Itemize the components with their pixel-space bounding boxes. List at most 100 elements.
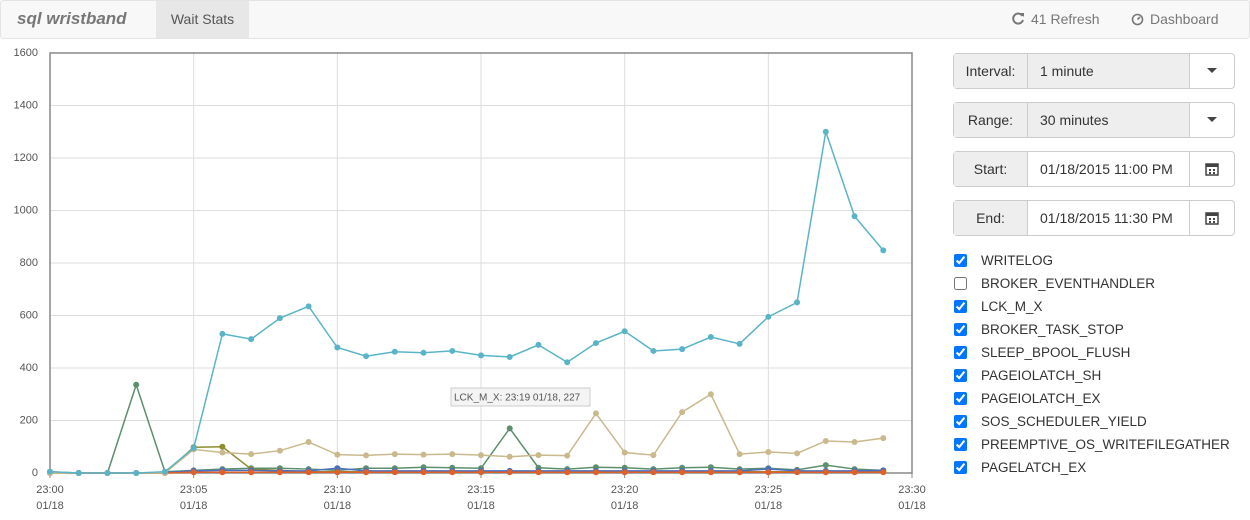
checkbox-row: PAGEIOLATCH_EX [953,388,1243,408]
data-point [334,344,341,351]
calendar-button[interactable] [1189,201,1234,235]
data-point [75,470,82,476]
input-group: Start: 01/18/2015 11:00 PM [953,151,1235,187]
dropdown-button[interactable] [1189,103,1234,137]
dropdown-button[interactable] [1189,54,1234,88]
nav-tab[interactable]: Wait Stats [156,1,249,38]
y-tick-label: 800 [20,257,38,269]
checkbox-label: PAGEIOLATCH_EX [981,390,1101,406]
refresh-button[interactable]: 41 Refresh [1031,11,1100,27]
checkbox[interactable] [954,276,967,290]
input-value[interactable]: 01/18/2015 11:30 PM [1040,210,1173,226]
x-tick-label: 23:05 [180,484,208,496]
dashboard-link[interactable]: Dashboard [1150,11,1219,27]
y-tick-label: 1200 [14,152,38,164]
data-point [133,470,140,476]
data-point [592,469,599,476]
data-point [592,410,599,417]
checkbox-row: PAGEIOLATCH_SH [953,365,1243,385]
data-point [305,469,312,476]
data-point [880,435,887,442]
brand[interactable]: sql wristband [17,9,127,28]
data-point [219,469,226,476]
data-point [276,315,283,322]
x-tick-date: 01/18 [36,500,64,512]
data-point [707,391,714,398]
data-point [363,452,370,459]
data-point [305,439,312,446]
data-point [248,336,255,343]
data-point [794,299,801,306]
checkbox-label: SLEEP_BPOOL_FLUSH [981,344,1131,360]
data-point [564,469,571,476]
checkbox-label: SOS_SCHEDULER_YIELD [981,413,1147,429]
checkbox[interactable] [954,460,967,474]
data-point [880,247,887,254]
input-value[interactable]: 01/18/2015 11:00 PM [1040,161,1173,177]
data-point [851,469,858,476]
x-tick-date: 01/18 [324,500,352,512]
data-point [190,469,197,476]
y-tick-label: 1400 [14,99,38,111]
x-tick-label: 23:20 [611,484,639,496]
x-tick-label: 23:25 [755,484,783,496]
data-point [449,469,456,476]
data-point [478,452,484,459]
data-point [851,213,858,220]
data-point [391,451,398,458]
checkbox-row: BROKER_EVENTHANDLER [953,273,1243,293]
input-label: Interval: [954,54,1028,88]
data-point [736,469,743,476]
dashboard-icon [1131,13,1144,26]
data-point [391,348,398,355]
data-point [276,469,283,476]
data-point [736,340,743,347]
checkbox-label: PAGEIOLATCH_SH [981,367,1102,383]
data-point [880,469,887,476]
data-point [420,349,427,356]
input-group: End: 01/18/2015 11:30 PM [953,200,1235,236]
checkbox[interactable] [954,368,967,382]
checkbox-row: BROKER_TASK_STOP [953,319,1243,339]
data-point [535,341,542,348]
data-point [535,452,542,459]
checkbox[interactable] [954,322,967,336]
data-point [650,469,657,476]
checkbox[interactable] [954,345,967,359]
x-tick-label: 23:30 [898,484,926,496]
checkbox[interactable] [954,391,967,405]
data-point [621,469,628,476]
calendar-button[interactable] [1189,152,1234,186]
data-point [391,469,398,476]
data-point [822,469,829,476]
data-point [621,328,628,335]
checkbox[interactable] [954,253,967,267]
data-point [650,452,657,459]
x-tick-date: 01/18 [611,500,639,512]
checkbox[interactable] [954,414,967,428]
data-point [506,453,513,460]
data-point [621,449,628,456]
data-point [506,425,513,432]
data-point [161,468,168,475]
y-tick-label: 1000 [14,204,38,216]
caret [1207,117,1217,122]
x-tick-date: 01/18 [467,500,495,512]
checkbox[interactable] [954,299,967,313]
checkbox[interactable] [954,437,967,451]
data-point [535,469,542,476]
y-tick-label: 0 [32,467,38,479]
checkbox-label: WRITELOG [981,252,1054,268]
checkbox-row: LCK_M_X [953,296,1243,316]
checkbox-row: PAGELATCH_EX [953,457,1243,477]
data-point [564,452,571,459]
data-point [822,437,829,444]
checkbox-row: WRITELOG [953,250,1243,270]
data-point [794,469,801,476]
data-point [334,469,341,476]
data-point [478,352,484,359]
input-value[interactable]: 1 minute [1028,54,1189,88]
calendar-icon [1205,163,1219,176]
data-point [564,359,571,366]
input-value[interactable]: 30 minutes [1028,103,1189,137]
